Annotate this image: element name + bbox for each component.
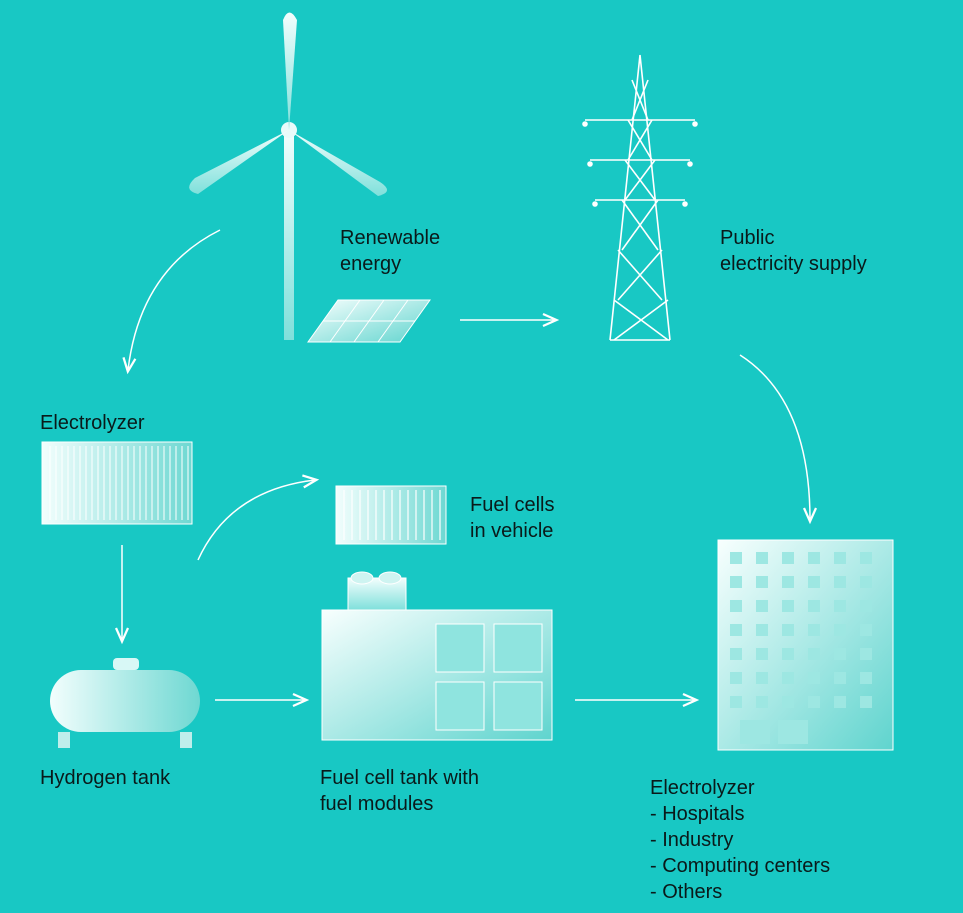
label-fuel-cell-tank: Fuel cell tank with fuel modules: [320, 765, 479, 817]
hydrogen-tank-icon: [50, 658, 200, 748]
label-electrolyzer: Electrolyzer: [40, 410, 144, 436]
electrolyzer-icon: [42, 442, 192, 524]
wind-turbine-icon: [189, 13, 387, 341]
label-consumers: Electrolyzer - Hospitals - Industry - Co…: [650, 775, 830, 905]
arrow-tank-to-fuelcell-vehicle: [198, 480, 315, 560]
arrow-renewable-to-electrolyzer: [128, 230, 220, 370]
label-renewable: Renewable energy: [340, 225, 440, 277]
fuel-cell-vehicle-icon: [336, 486, 446, 544]
solar-panel-icon: [308, 300, 430, 342]
label-public-grid: Public electricity supply: [720, 225, 867, 277]
label-hydrogen-tank: Hydrogen tank: [40, 765, 170, 791]
building-icon: [718, 540, 893, 750]
transmission-tower-icon: [583, 55, 697, 340]
diagram-canvas: Renewable energy Public electricity supp…: [0, 0, 963, 913]
fuel-cell-tank-icon: [322, 572, 552, 740]
label-fuel-cells-vehicle: Fuel cells in vehicle: [470, 492, 554, 544]
arrow-grid-to-building: [740, 355, 810, 520]
